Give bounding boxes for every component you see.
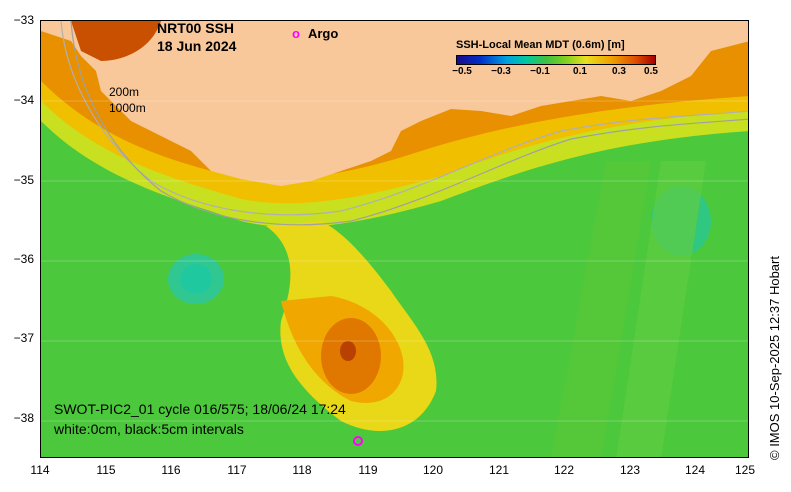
lat-tick: −36 (13, 252, 34, 266)
lon-tick: 119 (358, 463, 378, 477)
lat-tick: −34 (13, 93, 34, 107)
colorbar-tick: −0.1 (530, 66, 550, 77)
swot-swath-right (616, 161, 706, 457)
colorbar-tick: −0.3 (491, 66, 511, 77)
lon-tick: 121 (488, 463, 510, 477)
lon-tick: 118 (292, 463, 312, 477)
isobath-label-200m: 200m (109, 85, 140, 99)
coastal-warm-west (71, 21, 161, 61)
map-date: 18 Jun 2024 (157, 38, 237, 54)
lat-tick: −38 (13, 411, 34, 425)
lat-tick: −37 (13, 331, 34, 345)
map-title: NRT00 SSH (157, 20, 235, 36)
lon-tick: 116 (161, 463, 181, 477)
credit-text: © IMOS 10-Sep-2025 12:37 Hobart (767, 256, 782, 460)
lon-tick: 117 (227, 463, 247, 477)
contour-legend: white:0cm, black:5cm intervals (54, 421, 244, 437)
grid-lines (41, 100, 748, 422)
argo-legend: o Argo (292, 26, 338, 41)
credit-block: © IMOS 10-Sep-2025 12:37 Hobart (767, 20, 785, 460)
argo-float-marker (353, 436, 363, 446)
lon-tick: 125 (734, 463, 756, 477)
swot-swath-left (551, 161, 651, 457)
lat-tick: −33 (13, 13, 34, 27)
lon-tick: 115 (96, 463, 116, 477)
swot-pass-info: SWOT-PIC2_01 cycle 016/575; 18/06/24 17:… (54, 401, 346, 417)
lon-tick: 120 (422, 463, 444, 477)
colorbar-tick: 0.3 (612, 66, 626, 77)
lat-tick: −35 (13, 173, 34, 187)
isobath-1000m (70, 21, 748, 226)
ssh-map (41, 21, 748, 457)
colorbar-tick: 0.5 (644, 66, 658, 77)
lon-tick: 124 (684, 463, 706, 477)
isobath-label-1000m: 1000m (109, 101, 146, 115)
argo-legend-label: Argo (307, 26, 339, 41)
lon-tick: 114 (30, 463, 50, 477)
cold-eddy-west-core (180, 264, 212, 294)
colorbar-title: SSH-Local Mean MDT (0.6m) [m] (456, 39, 625, 51)
isobath-200m (60, 21, 748, 216)
colorbar-tick: −0.5 (452, 66, 472, 77)
lon-tick: 123 (619, 463, 641, 477)
warm-eddy-peak (340, 341, 356, 361)
colorbar (456, 55, 656, 65)
map-panel (40, 20, 749, 458)
argo-legend-icon: o (292, 26, 300, 41)
lon-tick: 122 (553, 463, 575, 477)
colorbar-tick: 0.1 (573, 66, 587, 77)
